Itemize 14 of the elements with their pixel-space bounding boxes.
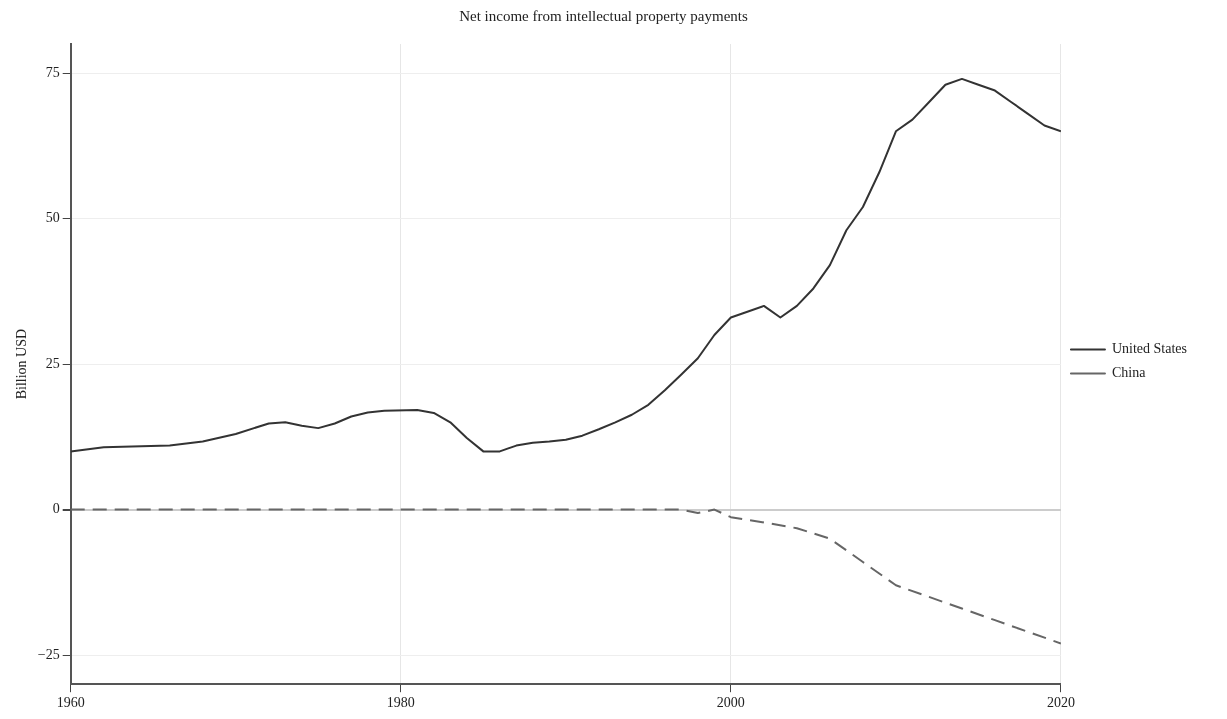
x-tick-label: 1960 [56, 695, 85, 711]
x-tick-label: 1980 [386, 695, 415, 711]
y-tick-label: 75 [45, 64, 60, 80]
x-tick-label: 2020 [1046, 695, 1075, 711]
chart-title: Net income from intellectual property payments [459, 7, 748, 24]
line-series [70, 508, 1061, 645]
y-tick-label: 25 [45, 355, 60, 371]
y-axis-title: Billion USD [14, 328, 30, 400]
y-tick-label: 0 [52, 501, 60, 517]
x-tick-label: 2000 [716, 695, 745, 711]
y-tick-label: −25 [37, 646, 60, 662]
y-tick-label: 50 [45, 210, 60, 226]
legend-label: United States [1111, 341, 1187, 357]
legend-label: China [1111, 365, 1147, 381]
